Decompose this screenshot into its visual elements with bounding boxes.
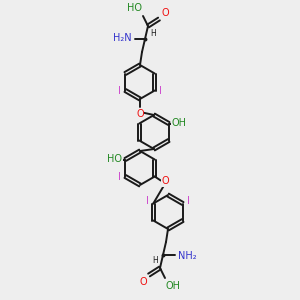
Text: I: I	[118, 172, 121, 182]
Text: O: O	[136, 109, 144, 119]
Text: H₂N: H₂N	[113, 33, 132, 43]
Text: O: O	[140, 277, 147, 287]
Text: H: H	[150, 29, 156, 38]
Text: NH₂: NH₂	[178, 251, 196, 261]
Text: I: I	[118, 85, 121, 95]
Text: O: O	[161, 8, 169, 18]
Text: I: I	[187, 196, 190, 206]
Text: OH: OH	[166, 281, 181, 291]
Text: H: H	[152, 256, 158, 265]
Text: OH: OH	[172, 118, 187, 128]
Text: HO: HO	[107, 154, 122, 164]
Text: HO: HO	[127, 3, 142, 13]
Text: O: O	[162, 176, 169, 187]
Text: I: I	[159, 85, 162, 95]
Text: I: I	[146, 196, 149, 206]
